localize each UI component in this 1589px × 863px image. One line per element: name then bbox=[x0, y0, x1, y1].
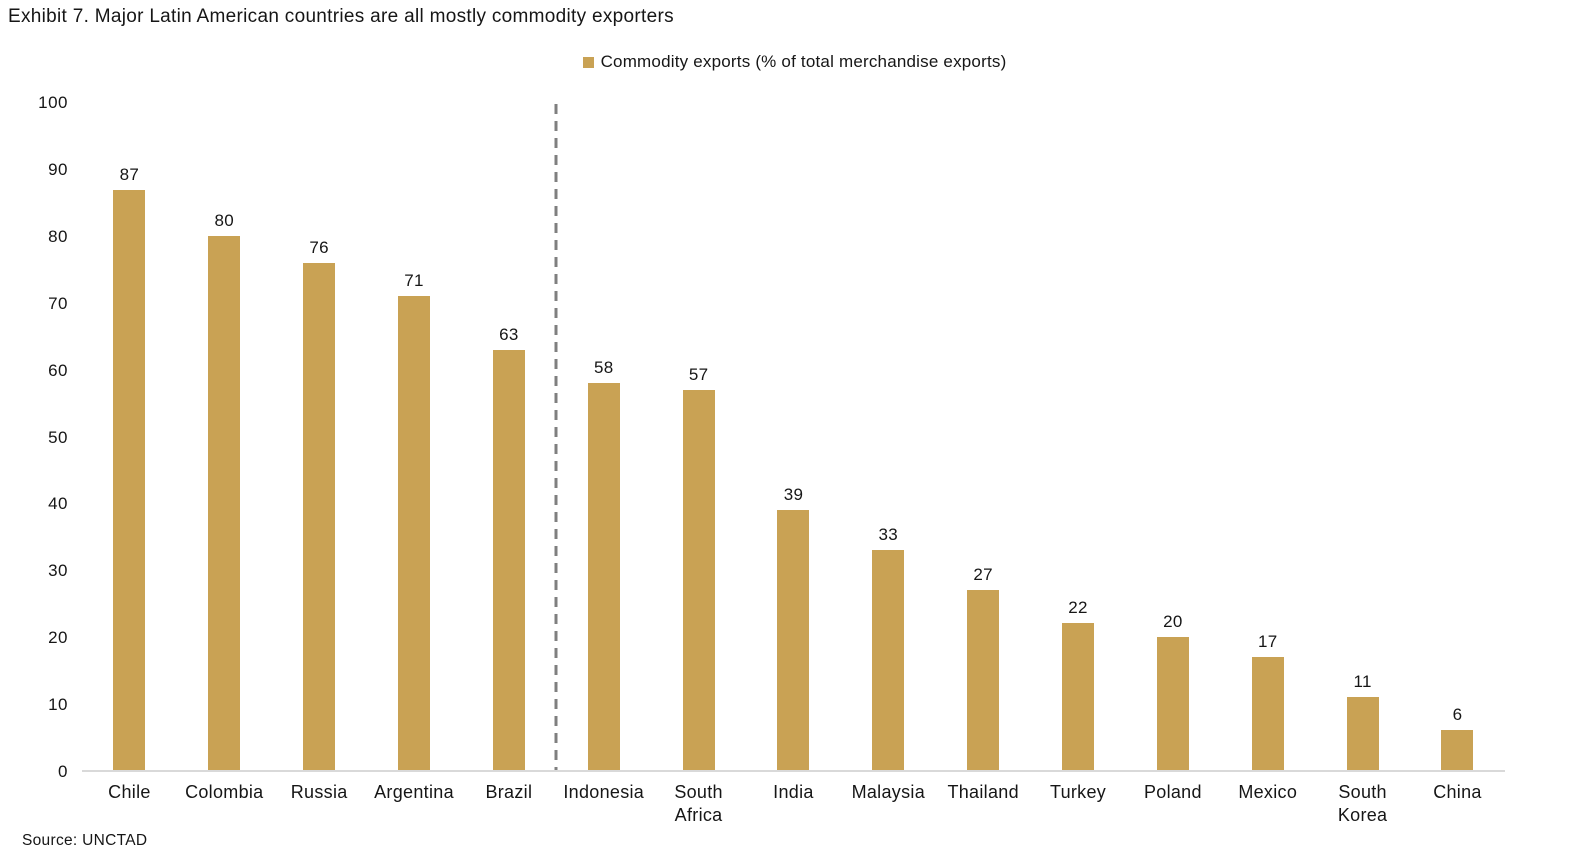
x-category-label: South Korea bbox=[1337, 782, 1388, 825]
bar-value-label: 22 bbox=[1068, 598, 1088, 618]
bar-value-label: 80 bbox=[214, 211, 235, 231]
bar bbox=[587, 383, 620, 770]
bar bbox=[777, 509, 810, 770]
bar-column-5: 63 bbox=[461, 103, 556, 770]
x-category-label: Poland bbox=[1143, 782, 1202, 802]
bar-value-label: 39 bbox=[783, 484, 804, 504]
x-category-label: Chile bbox=[108, 782, 151, 802]
bar-column-9: 33 bbox=[841, 103, 936, 770]
bar-column-1: 87 bbox=[82, 103, 177, 770]
y-tick-label: 50 bbox=[48, 427, 68, 447]
bar-value-label: 87 bbox=[119, 164, 140, 184]
x-category-label: Thailand bbox=[947, 782, 1019, 802]
x-category-label: Indonesia bbox=[563, 782, 645, 802]
bar bbox=[1346, 696, 1379, 770]
bar bbox=[872, 549, 905, 770]
bar-column-11: 22 bbox=[1031, 103, 1126, 770]
y-tick-label: 90 bbox=[48, 159, 68, 179]
y-tick-label: 80 bbox=[48, 226, 68, 246]
bar-column-2: 80 bbox=[177, 103, 272, 770]
y-tick-label: 100 bbox=[38, 93, 68, 112]
x-category-label: Brazil bbox=[485, 782, 533, 802]
bar bbox=[1156, 636, 1189, 770]
x-category-label: India bbox=[773, 782, 814, 802]
y-tick-label: 60 bbox=[48, 360, 68, 380]
bar bbox=[208, 236, 241, 770]
y-tick-label: 70 bbox=[48, 293, 68, 313]
bar-column-4: 71 bbox=[367, 103, 462, 770]
bar bbox=[1441, 729, 1474, 770]
x-category-label: Turkey bbox=[1049, 782, 1107, 802]
bar bbox=[492, 349, 525, 770]
x-category-label: Colombia bbox=[185, 782, 264, 802]
bar-value-label: 71 bbox=[404, 271, 424, 291]
x-category-label: China bbox=[1433, 782, 1482, 802]
bar-column-7: 57 bbox=[651, 103, 746, 770]
bar-value-label: 63 bbox=[499, 324, 519, 344]
bar-value-label: 6 bbox=[1452, 704, 1463, 724]
bar bbox=[303, 263, 336, 770]
bar-column-3: 76 bbox=[272, 103, 367, 770]
x-category-label: Argentina bbox=[374, 782, 454, 802]
bar-value-label: 11 bbox=[1353, 671, 1372, 691]
bar-column-6: 58 bbox=[556, 103, 651, 770]
y-tick-label: 20 bbox=[48, 628, 68, 648]
bar bbox=[113, 189, 146, 770]
x-category-label: South Africa bbox=[674, 782, 723, 825]
bar-column-14: 11 bbox=[1315, 103, 1410, 770]
bar-column-8: 39 bbox=[746, 103, 841, 770]
x-category-label: Russia bbox=[290, 782, 348, 802]
legend-swatch-icon bbox=[582, 56, 594, 68]
chart-title: Exhibit 7. Major Latin American countrie… bbox=[8, 6, 674, 27]
bar bbox=[967, 589, 1000, 770]
x-category-label: Malaysia bbox=[851, 782, 926, 802]
y-tick-label: 30 bbox=[48, 561, 68, 581]
bar-value-label: 27 bbox=[973, 564, 993, 584]
y-axis: 0 10 20 30 40 50 60 70 80 90 100 bbox=[0, 0, 70, 800]
bar-column-10: 27 bbox=[936, 103, 1031, 770]
bar-value-label: 57 bbox=[688, 364, 709, 384]
bar bbox=[398, 296, 430, 770]
bar bbox=[682, 389, 715, 770]
bar-value-label: 33 bbox=[878, 524, 899, 544]
bar-column-12: 20 bbox=[1125, 103, 1220, 770]
y-tick-label: 40 bbox=[48, 494, 68, 514]
bar-column-13: 17 bbox=[1220, 103, 1315, 770]
bar-value-label: 20 bbox=[1163, 611, 1183, 631]
legend-label: Commodity exports (% of total merchandis… bbox=[600, 52, 1007, 71]
bar-column-15: 6 bbox=[1410, 103, 1505, 770]
bar bbox=[1251, 656, 1284, 770]
y-tick-label: 0 bbox=[58, 762, 68, 781]
bar-value-label: 17 bbox=[1257, 631, 1278, 651]
x-axis: Chile Colombia Russia Argentina Brazil Indone… bbox=[82, 781, 1505, 826]
source-note: Source: UNCTAD bbox=[22, 832, 148, 849]
bar-value-label: 76 bbox=[309, 238, 329, 258]
bar bbox=[1062, 623, 1095, 770]
x-category-label: Mexico bbox=[1238, 782, 1298, 802]
y-tick-label: 10 bbox=[48, 695, 68, 715]
legend: Commodity exports (% of total merchandis… bbox=[0, 52, 1589, 72]
group-divider-dashed-line bbox=[554, 104, 558, 770]
plot-area: 87 80 76 71 63 58 57 39 33 27 22 20 17 11 6 bbox=[82, 103, 1505, 772]
bar-value-label: 58 bbox=[593, 358, 614, 378]
